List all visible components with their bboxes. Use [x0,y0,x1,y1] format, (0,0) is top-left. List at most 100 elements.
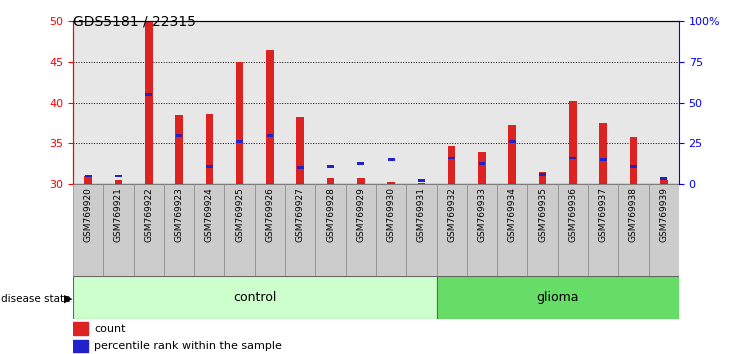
Bar [660,180,667,184]
Text: GSM769924: GSM769924 [205,187,214,241]
Bar [539,172,546,184]
Text: GSM769936: GSM769936 [569,187,577,242]
Bar [255,184,285,276]
Text: GSM769931: GSM769931 [417,187,426,242]
Bar [266,134,273,137]
Text: percentile rank within the sample: percentile rank within the sample [94,341,282,351]
Bar [388,182,395,184]
Bar [134,21,164,184]
Bar [418,179,425,182]
Bar [175,115,182,184]
Text: GSM769932: GSM769932 [447,187,456,242]
Bar [115,180,122,184]
Text: GDS5181 / 22315: GDS5181 / 22315 [73,14,196,28]
Bar [225,184,255,276]
Text: GSM769921: GSM769921 [114,187,123,242]
Bar [104,21,134,184]
Bar [85,175,91,177]
Bar [296,117,304,184]
Bar [618,184,649,276]
Bar [649,21,679,184]
Bar [539,173,546,176]
Text: ▶: ▶ [64,294,73,304]
Bar [630,137,637,184]
Bar [600,158,607,161]
Bar [509,125,516,184]
Bar [418,183,425,184]
Text: GSM769925: GSM769925 [235,187,244,242]
Bar [437,184,467,276]
Bar [115,175,122,177]
Bar [588,21,618,184]
Bar [528,21,558,184]
Text: GSM769922: GSM769922 [145,187,153,241]
Bar [297,166,304,169]
Bar [206,165,212,167]
Bar [407,21,437,184]
Bar [630,165,637,167]
Bar [315,184,346,276]
Bar [467,184,497,276]
Bar [528,184,558,276]
Bar [327,165,334,167]
Bar [407,184,437,276]
Bar [327,178,334,184]
Bar [358,162,364,165]
Bar [569,101,577,184]
Bar [649,184,679,276]
Text: disease state: disease state [1,294,70,304]
Bar [194,21,225,184]
Bar [164,184,194,276]
Bar [618,21,649,184]
Bar [73,276,437,319]
Bar [164,21,194,184]
Bar [661,177,667,180]
Text: GSM769929: GSM769929 [356,187,365,242]
Bar [569,156,576,159]
Bar [588,184,618,276]
Bar [225,21,255,184]
Bar [145,93,152,96]
Text: count: count [94,324,126,333]
Bar [509,140,515,143]
Bar [73,21,104,184]
Bar [479,162,485,165]
Bar [478,152,485,184]
Bar [467,21,497,184]
Bar [437,21,467,184]
Bar [376,21,407,184]
Bar [194,184,225,276]
Text: GSM769934: GSM769934 [508,187,517,242]
Bar [145,21,153,184]
Text: GSM769939: GSM769939 [659,187,668,242]
Bar [134,184,164,276]
Bar [237,140,243,143]
Bar [388,158,394,161]
Text: GSM769926: GSM769926 [266,187,274,242]
Bar [437,276,679,319]
Bar [448,156,455,159]
Bar [558,184,588,276]
Bar [85,176,92,184]
Bar [285,21,315,184]
Text: GSM769933: GSM769933 [477,187,486,242]
Bar [104,184,134,276]
Bar [376,184,407,276]
Text: GSM769923: GSM769923 [174,187,183,242]
Bar [206,114,213,184]
Text: GSM769928: GSM769928 [326,187,335,242]
Bar [285,184,315,276]
Bar [558,21,588,184]
Bar [497,21,528,184]
Bar [73,322,88,335]
Text: GSM769930: GSM769930 [387,187,396,242]
Bar [346,21,376,184]
Bar [346,184,376,276]
Bar [266,50,274,184]
Text: control: control [233,291,277,304]
Bar [176,134,182,137]
Text: GSM769937: GSM769937 [599,187,607,242]
Bar [497,184,528,276]
Bar [448,146,456,184]
Text: GSM769927: GSM769927 [296,187,304,242]
